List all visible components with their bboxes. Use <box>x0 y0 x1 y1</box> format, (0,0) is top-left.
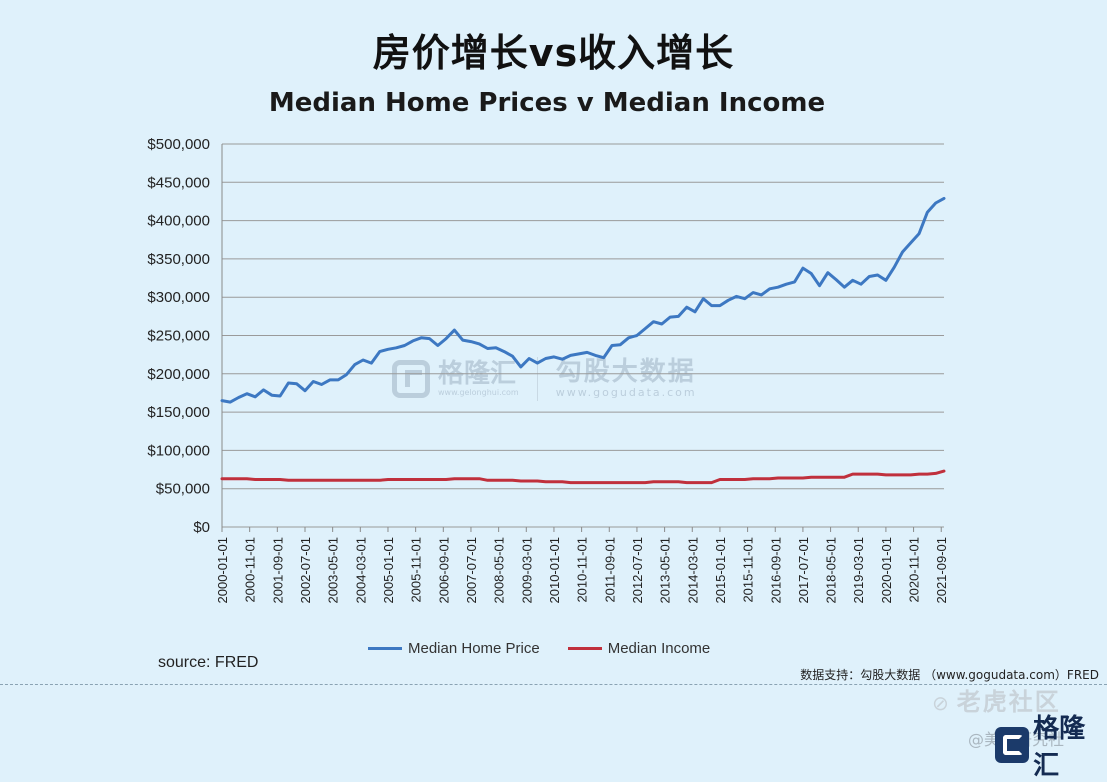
x-tick-label: 2010-11-01 <box>575 537 590 603</box>
series-line-home-price <box>220 196 946 404</box>
x-tick-label: 2001-09-01 <box>270 537 285 604</box>
legend-swatch-income <box>567 647 602 650</box>
tiger-community-watermark: ⊘ 老虎社区 <box>932 682 1061 717</box>
x-tick-label: 2004-03-01 <box>353 537 368 604</box>
watermark-gogu-name: 勾股大数据 <box>555 357 696 387</box>
y-tick-label: $100,000 <box>147 442 210 459</box>
watermark-center: 格隆汇 www.gelonghui.com 勾股大数据 www.gogudata… <box>392 357 697 401</box>
tiger-community-text: 老虎社区 <box>956 688 1061 716</box>
x-tick-label: 2020-11-01 <box>907 537 922 603</box>
line-chart: $0 $50,000 $100,000 $150,000 $200,000 $250,00… <box>147 136 949 604</box>
y-tick-label: $450,000 <box>147 174 210 191</box>
x-tick-label: 2018-05-01 <box>824 537 839 604</box>
page-title: 房价增长vs收入增长 <box>372 31 735 75</box>
x-tick-label: 2017-07-01 <box>796 537 811 604</box>
x-tick-label: 2019-03-01 <box>851 537 866 604</box>
legend-swatch-home-price <box>368 647 402 650</box>
x-tick-label: 2012-07-01 <box>630 537 645 604</box>
source-note: source: FRED <box>158 654 259 671</box>
data-support-note: 数据支持：勾股大数据 （www.gogudata.com）FRED <box>800 668 1099 682</box>
watermark-gogu-url: www.gogudata.com <box>555 386 697 399</box>
x-tick-label: 2016-09-01 <box>768 537 783 604</box>
gelonghui-logo-icon <box>392 360 430 398</box>
x-tick-label: 2021-09-01 <box>934 537 949 604</box>
chart-legend: Median Home Price Median Income <box>368 640 738 657</box>
chart-title: Median Home Prices v Median Income <box>268 88 826 118</box>
x-tick-label: 2015-11-01 <box>741 537 756 603</box>
x-tick-label: 2015-01-01 <box>713 537 728 604</box>
x-tick-label: 2002-07-01 <box>298 537 313 604</box>
series-line-income <box>220 469 946 485</box>
x-tick-label: 2013-05-01 <box>658 537 673 604</box>
x-tick-label: 2010-01-01 <box>547 537 562 604</box>
y-tick-label: $50,000 <box>156 481 210 498</box>
x-tick-label: 2000-01-01 <box>215 537 230 604</box>
x-tick-label: 2014-03-01 <box>685 537 700 604</box>
watermark-divider <box>536 357 538 401</box>
legend-item-home-price: Median Home Price <box>368 640 540 657</box>
x-tick-label: 2007-07-01 <box>464 537 479 604</box>
x-tick-label: 2006-09-01 <box>436 537 451 604</box>
y-tick-label: $150,000 <box>147 404 210 421</box>
corner-brand-name: 格隆汇 <box>1033 714 1086 781</box>
x-tick-label: 2009-03-01 <box>519 537 534 604</box>
x-tick-label: 2011-09-01 <box>602 537 617 603</box>
x-tick-label: 2005-01-01 <box>381 537 396 604</box>
y-tick-label: $400,000 <box>147 213 210 230</box>
y-tick-label: $0 <box>193 519 210 536</box>
y-tick-label: $500,000 <box>147 136 210 153</box>
gelonghui-corner-icon <box>995 727 1030 763</box>
legend-item-income: Median Income <box>567 640 711 657</box>
y-tick-label: $200,000 <box>147 366 210 383</box>
y-tick-label: $350,000 <box>147 251 210 268</box>
legend-label-home-price: Median Home Price <box>408 640 540 657</box>
dashed-divider <box>0 684 1107 685</box>
x-tick-label: 2008-05-01 <box>492 537 507 604</box>
x-tick-label: 2005-11-01 <box>409 537 424 603</box>
corner-brand-logo: 格隆汇 <box>995 708 1107 782</box>
watermark-brand-url: www.gelonghui.com <box>438 388 519 397</box>
y-tick-label: $250,000 <box>147 328 210 345</box>
y-tick-label: $300,000 <box>147 289 210 306</box>
x-tick-label: 2000-11-01 <box>243 537 258 603</box>
x-tick-label: 2020-01-01 <box>879 537 894 604</box>
x-tick-label: 2003-05-01 <box>326 537 341 604</box>
tiger-icon: ⊘ <box>932 691 951 715</box>
legend-label-income: Median Income <box>607 640 711 657</box>
